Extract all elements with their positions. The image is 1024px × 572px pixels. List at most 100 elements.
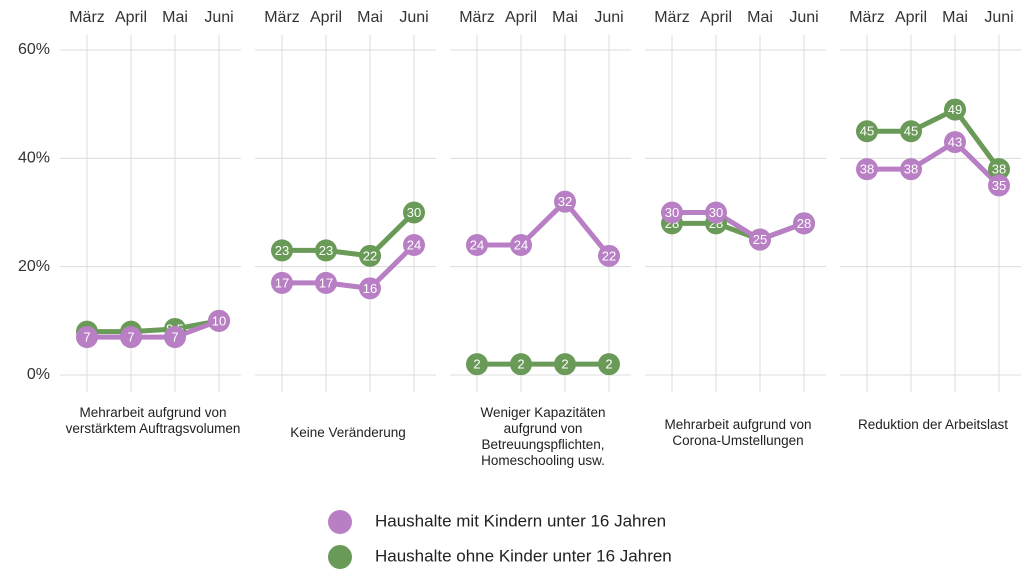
point [120, 326, 142, 349]
data-label: 24 [470, 237, 484, 252]
facet-title: Mehrarbeit aufgrund von Corona-Umstellun… [664, 417, 812, 448]
point [900, 120, 922, 143]
point [403, 234, 425, 256]
data-label: 2 [473, 357, 480, 372]
line [87, 318, 220, 340]
line [282, 243, 416, 291]
data-label: 30 [709, 205, 723, 220]
data-label: 38 [860, 162, 874, 177]
point [271, 239, 293, 262]
data-label: 24 [407, 237, 421, 252]
data-label: 30 [665, 205, 679, 220]
point [315, 239, 337, 262]
data-label: 7 [171, 330, 178, 345]
data-label: 10 [212, 313, 226, 328]
x-tick-label: Mai [747, 9, 773, 26]
data-label: 23 [319, 243, 333, 258]
data-label: 17 [275, 275, 289, 290]
data-label: 23 [275, 243, 289, 258]
line [672, 210, 805, 243]
point [359, 244, 381, 267]
x-tick-label: Juni [204, 9, 233, 26]
x-tick-label: April [310, 9, 342, 26]
x-tick-label: April [115, 9, 147, 26]
data-label: 16 [363, 281, 377, 296]
point [749, 228, 771, 251]
point [598, 244, 620, 267]
data-label: 35 [992, 178, 1006, 193]
y-tick-label: 0% [27, 366, 50, 383]
x-tick-label: Juni [984, 9, 1013, 26]
x-tick-label: März [69, 9, 105, 26]
data-label: 22 [363, 248, 377, 263]
line [282, 210, 416, 259]
data-label: 49 [948, 102, 962, 117]
data-label: 22 [602, 248, 616, 263]
point [944, 98, 966, 121]
y-tick-label: 60% [18, 41, 50, 58]
data-label: 32 [558, 194, 572, 209]
point [705, 201, 727, 224]
point [359, 277, 381, 300]
point [988, 174, 1010, 197]
line [87, 318, 220, 335]
data-label: 7 [127, 330, 134, 345]
data-label: 45 [860, 124, 874, 139]
point [510, 353, 532, 376]
data-label: 28 [797, 216, 811, 231]
x-tick-label: März [264, 9, 300, 26]
point [598, 353, 620, 376]
point [661, 201, 683, 224]
data-label: 45 [904, 124, 918, 139]
line [867, 107, 1002, 171]
x-tick-label: Juni [789, 9, 818, 26]
facet-title: Keine Veränderung [290, 425, 406, 440]
data-label: 7 [83, 330, 90, 345]
legend-label: Haushalte mit Kindern unter 16 Jahren [375, 511, 666, 530]
y-tick-label: 20% [18, 258, 50, 275]
line [867, 139, 1001, 188]
x-tick-label: März [849, 9, 885, 26]
x-tick-label: April [700, 9, 732, 26]
y-tick-label: 40% [18, 150, 50, 167]
legend-label: Haushalte ohne Kinder unter 16 Jahren [375, 546, 672, 565]
x-tick-label: Mai [552, 9, 578, 26]
facet-title: Reduktion der Arbeitslast [857, 417, 1009, 432]
x-tick-label: Mai [942, 9, 968, 26]
data-label: 2 [517, 357, 524, 372]
point [988, 158, 1010, 181]
x-tick-label: April [895, 9, 927, 26]
x-tick-label: April [505, 9, 537, 26]
data-label: 17 [319, 275, 333, 290]
x-tick-label: Juni [594, 9, 623, 26]
facet-title: Mehrarbeit aufgrund von verstärktem Auft… [65, 405, 241, 436]
point [76, 326, 98, 349]
line [477, 199, 611, 258]
x-tick-label: Mai [357, 9, 383, 26]
legend-swatch [328, 510, 352, 534]
point [403, 201, 425, 224]
point [164, 326, 186, 349]
point [510, 234, 532, 256]
point [466, 234, 488, 256]
data-label: 25 [753, 232, 767, 247]
data-label: 2 [561, 357, 568, 372]
point [466, 353, 488, 376]
point [271, 271, 293, 294]
data-label: 24 [514, 237, 528, 252]
data-label: 38 [904, 162, 918, 177]
legend-swatch [328, 545, 352, 569]
point [208, 309, 230, 332]
x-tick-label: März [459, 9, 495, 26]
x-tick-label: März [654, 9, 690, 26]
point [793, 212, 815, 235]
x-tick-label: Juni [399, 9, 428, 26]
point [554, 190, 576, 213]
point [944, 131, 966, 154]
data-label: 30 [407, 205, 421, 220]
point [900, 158, 922, 181]
point [554, 353, 576, 376]
data-label: 38 [992, 162, 1006, 177]
